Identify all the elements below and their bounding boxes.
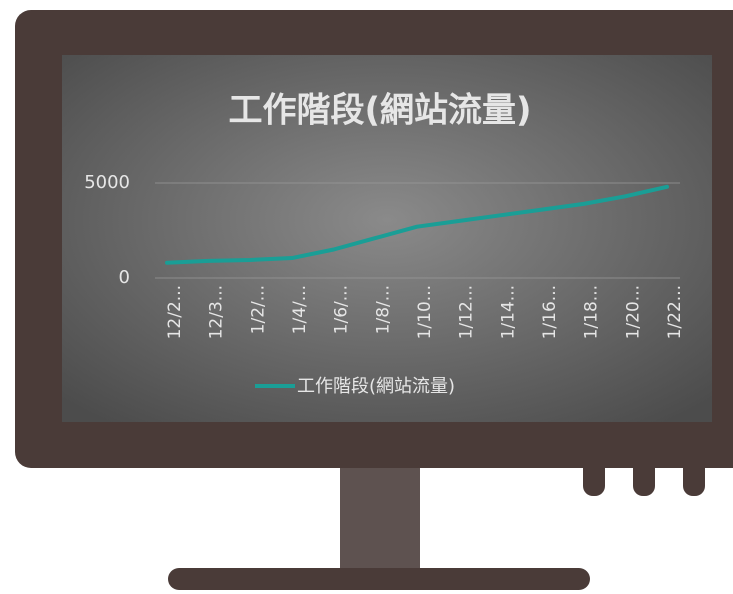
legend-label: 工作階段(網站流量) <box>297 376 455 397</box>
x-tick-label: 12/2... <box>165 285 185 339</box>
x-tick-label: 1/14... <box>498 285 518 339</box>
x-tick-label: 1/10... <box>415 285 435 339</box>
chart-title: 工作階段(網站流量) <box>228 91 531 131</box>
page: 工作階段(網站流量) 工作階段(網站流量) 0 5000 12/2... 12/3..… <box>0 0 733 590</box>
chart: 工作階段(網站流量) 工作階段(網站流量) 0 5000 12/2... 12/3..… <box>0 0 733 590</box>
x-tick-label: 1/6/... <box>332 285 352 334</box>
x-tick-label: 1/4/... <box>290 285 310 334</box>
monitor-base <box>168 568 590 590</box>
y-tick-label: 5000 <box>84 172 130 193</box>
x-tick-label: 1/22... <box>665 285 685 339</box>
x-tick-label: 1/18... <box>582 285 602 339</box>
monitor-neck <box>340 460 420 575</box>
x-tick-label: 1/2/... <box>248 285 268 334</box>
x-tick-label: 1/8/... <box>373 285 393 334</box>
x-tick-label: 1/16... <box>540 285 560 339</box>
x-tick-label: 1/12... <box>457 285 477 339</box>
y-tick-label: 0 <box>119 267 130 288</box>
x-tick-label: 1/20... <box>623 285 643 339</box>
x-tick-label: 12/3... <box>207 285 227 339</box>
